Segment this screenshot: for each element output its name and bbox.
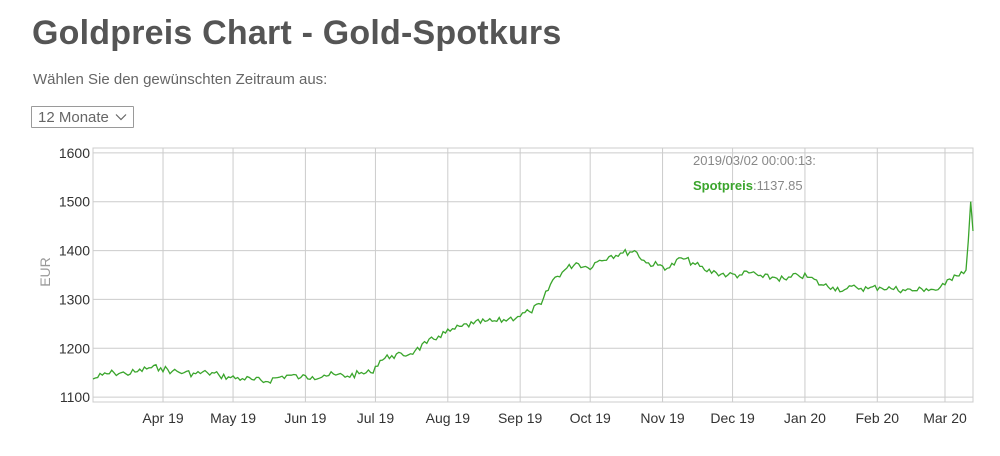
y-tick-label: 1300 [59, 291, 90, 307]
x-tick-label: Apr 19 [142, 410, 183, 426]
period-select-value: 12 Monate [38, 108, 109, 126]
y-tick-label: 1400 [59, 243, 90, 259]
x-tick-label: Jan 20 [784, 410, 826, 426]
tooltip-label: Spotpreis [693, 178, 753, 193]
x-tick-label: Jul 19 [357, 410, 395, 426]
x-tick-label: Jun 19 [284, 410, 326, 426]
page-title: Goldpreis Chart - Gold-Spotkurs [32, 14, 562, 52]
x-tick-label: Oct 19 [570, 410, 611, 426]
y-tick-label: 1100 [60, 389, 90, 405]
period-select[interactable]: 12 Monate [31, 106, 134, 128]
x-tick-label: Nov 19 [640, 410, 685, 426]
x-tick-label: Aug 19 [426, 410, 471, 426]
x-tick-label: Dec 19 [710, 410, 755, 426]
x-tick-label: May 19 [210, 410, 256, 426]
gold-price-chart[interactable]: 1100 1200 1300 1400 1500 1600 Apr 19 May 19 Jun… [0, 140, 1000, 451]
tooltip: 2019/03/02 00:00:13: Spotpreis:1137.85 [693, 153, 816, 193]
y-tick-label: 1200 [59, 340, 90, 356]
chart-svg[interactable]: 1100 1200 1300 1400 1500 1600 Apr 19 May 19 Jun… [0, 140, 1000, 451]
period-instruction: Wählen Sie den gewünschten Zeitraum aus: [33, 71, 328, 88]
grid-lines [92, 147, 974, 403]
x-tick-labels: Apr 19 May 19 Jun 19 Jul 19 Aug 19 Sep 19 Oct … [142, 410, 967, 426]
x-tick-label: Mar 20 [923, 410, 967, 426]
y-axis-label: EUR [37, 257, 53, 287]
x-tick-label: Feb 20 [856, 410, 900, 426]
y-tick-labels: 1100 1200 1300 1400 1500 1600 [59, 145, 90, 405]
tooltip-timestamp: 2019/03/02 00:00:13: [693, 153, 816, 168]
y-tick-label: 1600 [59, 145, 90, 161]
tooltip-value-line: Spotpreis:1137.85 [693, 178, 803, 193]
spotpreis-line[interactable] [92, 201, 974, 385]
x-tick-label: Sep 19 [498, 410, 543, 426]
chevron-down-icon [115, 114, 127, 121]
tooltip-value: 1137.85 [757, 178, 803, 193]
y-tick-label: 1500 [59, 194, 90, 210]
plot-frame [92, 147, 974, 403]
tooltip-separator: : [753, 178, 757, 193]
